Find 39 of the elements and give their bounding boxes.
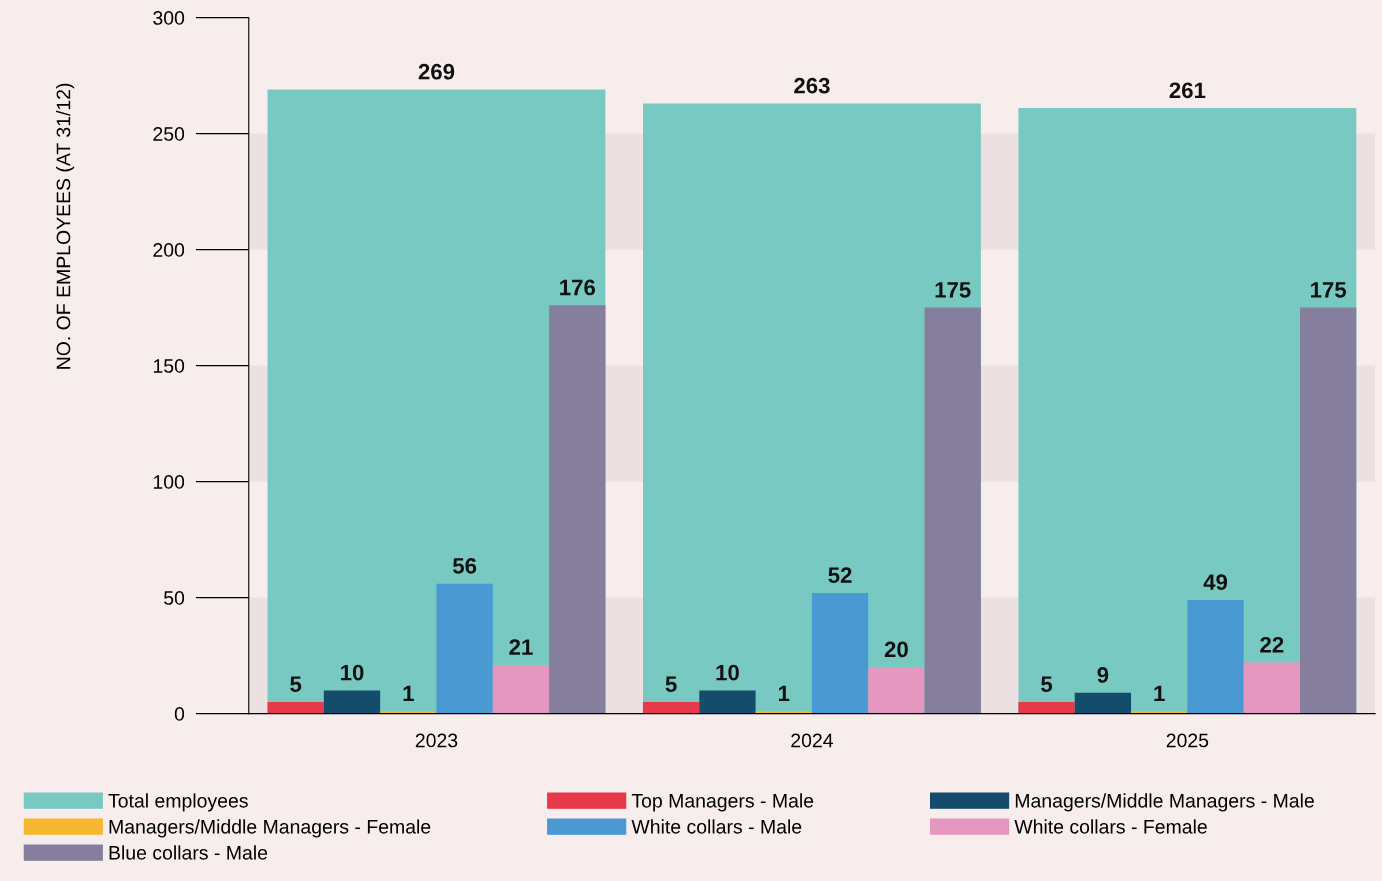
data-label: 1 xyxy=(403,685,414,702)
data-label: 1 xyxy=(1154,685,1165,702)
legend-label: Total employees xyxy=(108,793,248,812)
y-tick-label: 250 xyxy=(153,127,185,141)
legend-label: White collars - Male xyxy=(631,819,802,834)
data-label: 22 xyxy=(1260,636,1284,653)
data-label: 10 xyxy=(716,664,739,681)
x-tick-label: 2024 xyxy=(791,733,833,748)
data-label: 5 xyxy=(1041,676,1053,693)
data-label: 261 xyxy=(1169,82,1206,99)
y-tick-label: 0 xyxy=(174,707,185,721)
y-tick-label: 100 xyxy=(153,475,185,489)
data-label: 5 xyxy=(290,676,302,693)
data-label: 5 xyxy=(665,676,677,693)
legend-label: Managers/Middle Managers - Female xyxy=(109,819,431,838)
y-tick-label: 50 xyxy=(164,591,185,605)
legend-label: Managers/Middle Managers - Male xyxy=(1015,793,1314,812)
data-label: 20 xyxy=(884,641,908,658)
x-tick-label: 2023 xyxy=(415,733,458,748)
y-tick-label: 200 xyxy=(153,243,185,257)
data-label: 10 xyxy=(341,664,364,681)
y-axis-title: NO. OF EMPLOYEES (AT 31/12) xyxy=(56,83,75,369)
data-label: 56 xyxy=(452,558,477,574)
x-tick-label: 2025 xyxy=(1166,733,1209,748)
legend-label: Blue collars - Male xyxy=(109,845,268,860)
data-label: 49 xyxy=(1203,574,1228,590)
data-label: 9 xyxy=(1097,667,1109,683)
data-label: 52 xyxy=(828,567,852,584)
data-label: 176 xyxy=(560,279,596,296)
data-label: 175 xyxy=(935,282,971,298)
data-label: 263 xyxy=(794,77,830,94)
data-label: 269 xyxy=(418,63,455,80)
legend-label: White collars - Female xyxy=(1014,819,1207,834)
y-tick-label: 150 xyxy=(153,359,185,373)
data-label: 1 xyxy=(778,685,790,702)
data-label: 175 xyxy=(1311,282,1347,298)
legend-label: Top Managers - Male xyxy=(631,793,814,812)
data-label: 21 xyxy=(509,639,533,655)
y-tick-label: 300 xyxy=(153,11,185,25)
